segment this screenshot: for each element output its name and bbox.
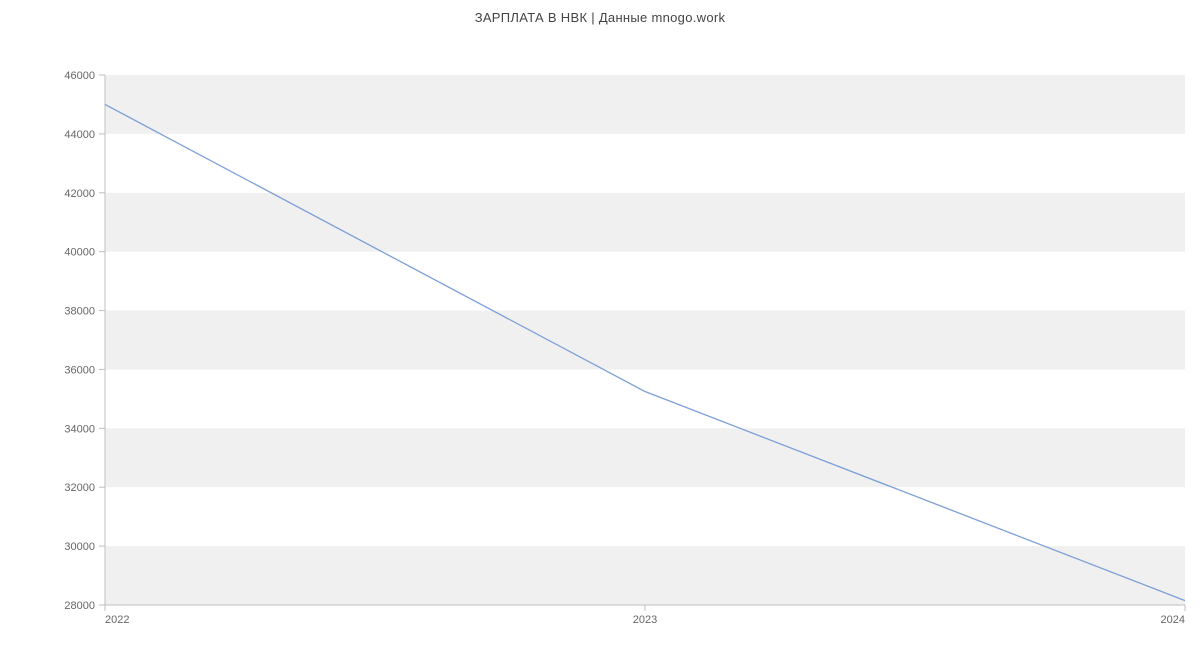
salary-line-chart: ЗАРПЛАТА В НВК | Данные mnogo.work 28000… <box>0 0 1200 650</box>
y-tick-label: 38000 <box>64 306 95 318</box>
y-tick-label: 44000 <box>64 129 95 141</box>
plot-band <box>105 311 1185 370</box>
chart-title: ЗАРПЛАТА В НВК | Данные mnogo.work <box>0 0 1200 25</box>
x-tick-label: 2024 <box>1161 614 1185 626</box>
x-tick-label: 2023 <box>633 614 657 626</box>
y-tick-label: 34000 <box>64 423 95 435</box>
chart-svg: 28000 30000 32000 34000 36000 38000 40000 42000… <box>0 25 1200 645</box>
plot-band <box>105 193 1185 252</box>
y-tick-label: 40000 <box>64 247 95 259</box>
y-tick-label: 30000 <box>64 541 95 553</box>
y-tick-label: 46000 <box>64 70 95 82</box>
y-tick-label: 36000 <box>64 364 95 376</box>
plot-band <box>105 75 1185 134</box>
y-tick-label: 32000 <box>64 482 95 494</box>
plot-band <box>105 546 1185 605</box>
y-tick-label: 42000 <box>64 188 95 200</box>
y-tick-label: 28000 <box>64 600 95 612</box>
x-tick-label: 2022 <box>105 614 129 626</box>
plot-band <box>105 428 1185 487</box>
